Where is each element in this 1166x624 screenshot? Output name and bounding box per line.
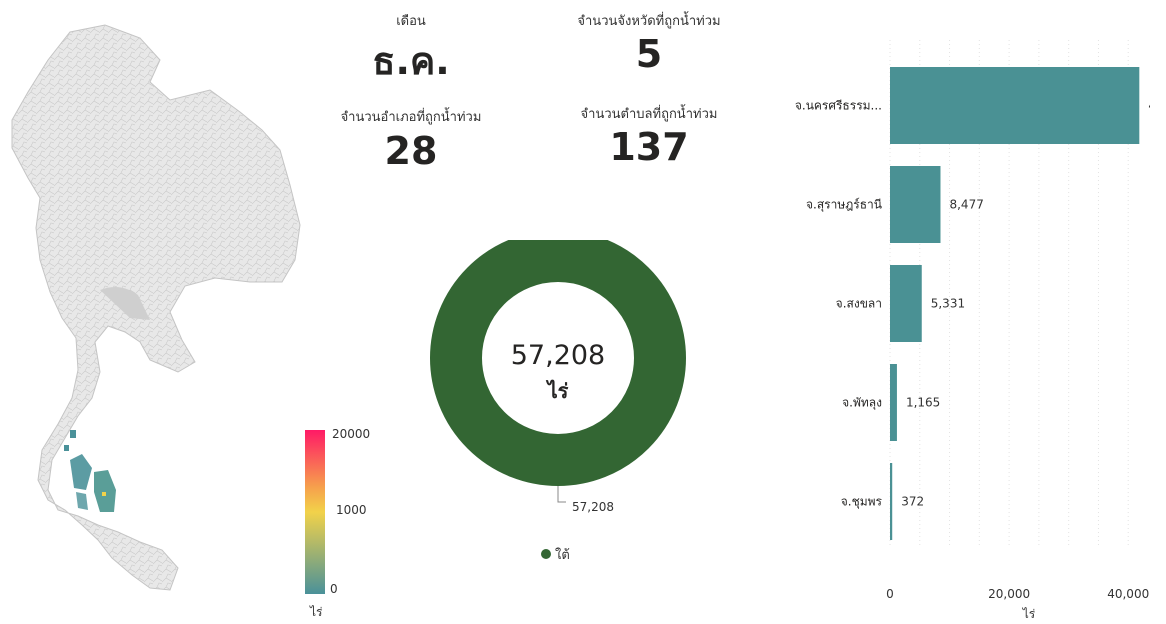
- scale-unit-label: ไร่: [310, 605, 323, 619]
- category-label: จ.สุราษฎร์ธานี: [806, 198, 882, 213]
- x-axis: 0 20,000 40,000: [886, 587, 1149, 601]
- map-color-scale: [305, 430, 325, 594]
- bar[interactable]: [890, 67, 1140, 144]
- provinces-label: จำนวนจังหวัดที่ถูกน้ำท่วม: [577, 14, 721, 29]
- bar-series: จ.นครศรีธรรม... 41,863 จ.สุราษฎร์ธานี 8,477…: [795, 67, 1150, 540]
- donut-slice-label: 57,208: [572, 500, 614, 514]
- x-tick-label: 0: [886, 587, 894, 601]
- bar[interactable]: [890, 364, 897, 441]
- x-tick-label: 40,000: [1107, 587, 1149, 601]
- value-label: 5,331: [931, 297, 965, 311]
- scale-max-label: 20000: [332, 427, 371, 441]
- category-label: จ.นครศรีธรรม...: [795, 99, 882, 113]
- districts-value: 28: [384, 129, 438, 173]
- value-label: 372: [901, 495, 924, 509]
- value-label: 1,165: [906, 396, 940, 410]
- scale-min-label: 0: [330, 582, 338, 596]
- category-label: จ.ชุมพร: [841, 495, 883, 510]
- value-label: 41,863: [1148, 99, 1150, 113]
- donut-label-leader: [557, 486, 566, 503]
- thailand-flood-map[interactable]: [0, 20, 320, 600]
- subdistricts-label: จำนวนตำบลที่ถูกน้ำท่วม: [580, 107, 718, 122]
- donut-chart[interactable]: 57,208 ไร่ 57,208 ใต้: [420, 240, 720, 570]
- bar[interactable]: [890, 463, 893, 540]
- legend-item-south[interactable]: ใต้: [555, 547, 570, 563]
- bar[interactable]: [890, 166, 941, 243]
- legend-marker: [541, 549, 551, 559]
- thailand-land: [11, 24, 301, 591]
- month-value: ธ.ค.: [372, 39, 450, 83]
- flooded-area-south: [64, 430, 116, 512]
- donut-center-value: 57,208: [511, 340, 605, 371]
- bar-chart[interactable]: จ.นครศรีธรรม... 41,863 จ.สุราษฎร์ธานี 8,477…: [770, 40, 1150, 624]
- category-label: จ.สงขลา: [836, 297, 882, 311]
- districts-label: จำนวนอำเภอที่ถูกน้ำท่วม: [340, 110, 482, 125]
- category-label: จ.พัทลุง: [842, 396, 882, 411]
- subdistricts-value: 137: [609, 125, 689, 169]
- month-label: เดือน: [396, 14, 426, 29]
- value-label: 8,477: [949, 198, 983, 212]
- x-tick-label: 20,000: [988, 587, 1030, 601]
- provinces-value: 5: [635, 32, 663, 76]
- donut-center-unit: ไร่: [546, 379, 569, 403]
- donut-slice[interactable]: [430, 240, 686, 486]
- x-axis-title: ไร่: [1022, 607, 1036, 621]
- scale-mid-label: 1000: [336, 503, 367, 517]
- bar[interactable]: [890, 265, 922, 342]
